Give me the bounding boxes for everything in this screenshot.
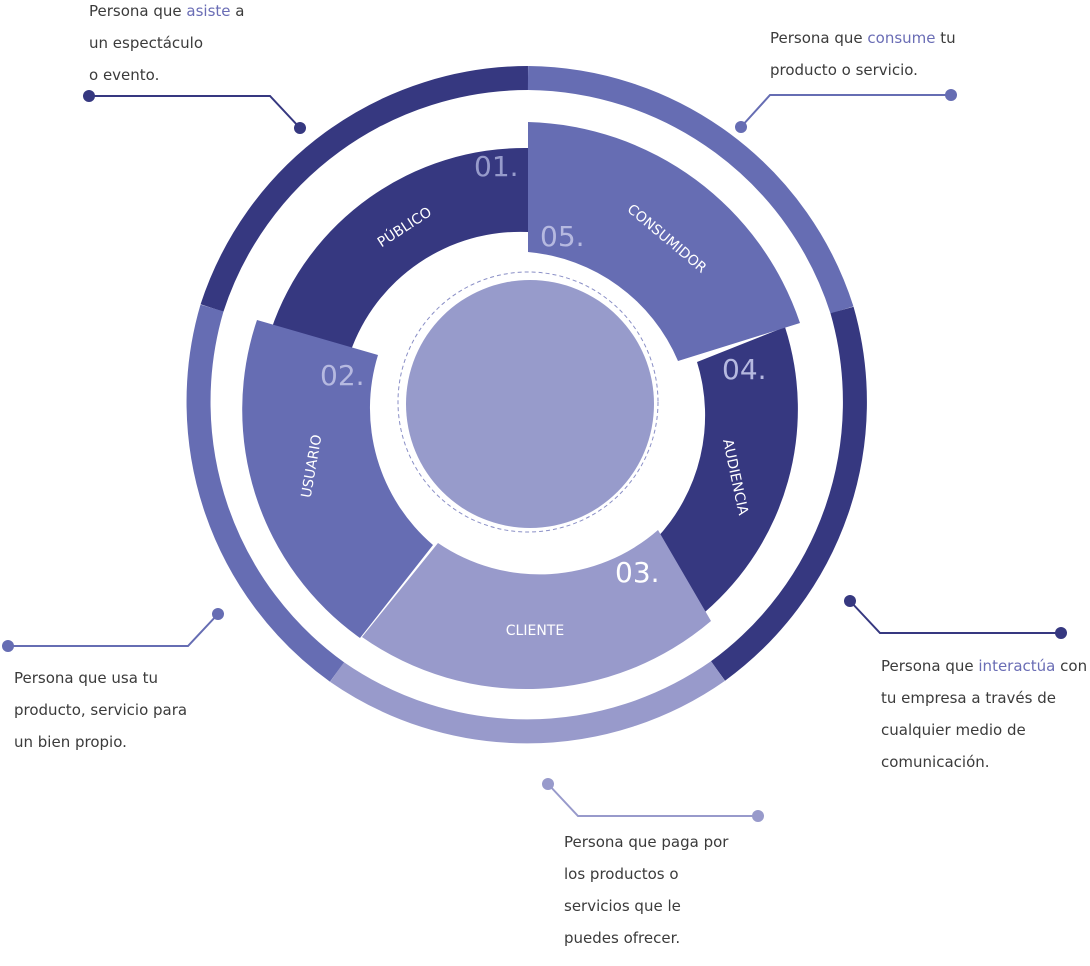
text: tu (935, 29, 956, 47)
description-line: comunicación. (881, 753, 990, 771)
description-line: cualquier medio de (881, 721, 1026, 739)
callout-dot (2, 640, 14, 652)
text: a (230, 2, 245, 20)
callout-cliente (542, 778, 764, 822)
description-line: un bien propio. (14, 733, 127, 751)
segment-consumidor (528, 122, 800, 361)
description-line: Persona que consume tu (770, 22, 956, 54)
description-line: puedes ofrecer. (564, 929, 681, 947)
description-line: tu empresa a través de (881, 689, 1056, 707)
description-line: Persona que usa tu (14, 669, 159, 687)
callout-usuario (2, 608, 224, 652)
segment-usuario (242, 320, 433, 638)
text: Persona que (881, 657, 979, 675)
callout-dot (752, 810, 764, 822)
description-line: servicios que le (564, 897, 681, 915)
description-line: Persona que asiste a (89, 0, 244, 27)
callout-publico (83, 90, 306, 134)
callout-dot (1055, 627, 1067, 639)
text: Persona que (89, 2, 187, 20)
callout-dot (294, 122, 306, 134)
segment-number-01: 01. (474, 150, 519, 183)
outer-ring-publico (200, 66, 529, 312)
outer-ring-consumidor (527, 66, 854, 314)
callout-dot (945, 89, 957, 101)
outer-ring-cliente (330, 661, 725, 744)
description-consumidor: Persona que consume tu producto o servic… (770, 22, 956, 86)
outer-ring-usuario (186, 304, 345, 682)
description-line: un espectáculo (89, 34, 203, 52)
segment-audiencia (655, 327, 798, 612)
center-circle (406, 280, 654, 528)
callout-consumidor (735, 89, 957, 133)
callout-dot (83, 90, 95, 102)
text: con (1055, 657, 1088, 675)
description-cliente: Persona que paga por los productos o ser… (564, 826, 728, 954)
callout-dot (735, 121, 747, 133)
highlight-word: consume (867, 29, 936, 47)
callout-dot (542, 778, 554, 790)
highlight-word: interactúa (978, 657, 1056, 675)
callout-dot (212, 608, 224, 620)
description-line: Persona que paga por (564, 833, 729, 851)
description-usuario: Persona que usa tu producto, servicio pa… (14, 662, 187, 758)
callout-audiencia (844, 595, 1067, 639)
outer-ring-audiencia (710, 306, 867, 681)
segment-label-cliente: CLIENTE (506, 623, 564, 639)
segment-number-04: 04. (722, 353, 767, 386)
description-line: producto, servicio para (14, 701, 188, 719)
segment-number-03: 03. (615, 556, 660, 589)
description-publico: Persona que asiste a un espectáculo o ev… (89, 0, 244, 91)
segment-number-02: 02. (320, 359, 365, 392)
description-line: o evento. (89, 66, 160, 84)
description-line: los productos o (564, 865, 679, 883)
description-line: producto o servicio. (770, 61, 918, 79)
highlight-word: asiste (186, 2, 231, 20)
text: Persona que (770, 29, 868, 47)
segment-number-05: 05. (540, 220, 585, 253)
segment-cliente (362, 530, 711, 690)
segment-publico (271, 147, 528, 353)
center-dashed-ring (397, 271, 659, 533)
description-line: Persona que interactúa con (881, 650, 1087, 682)
callout-dot (844, 595, 856, 607)
description-audiencia: Persona que interactúa con tu empresa a … (881, 650, 1087, 778)
